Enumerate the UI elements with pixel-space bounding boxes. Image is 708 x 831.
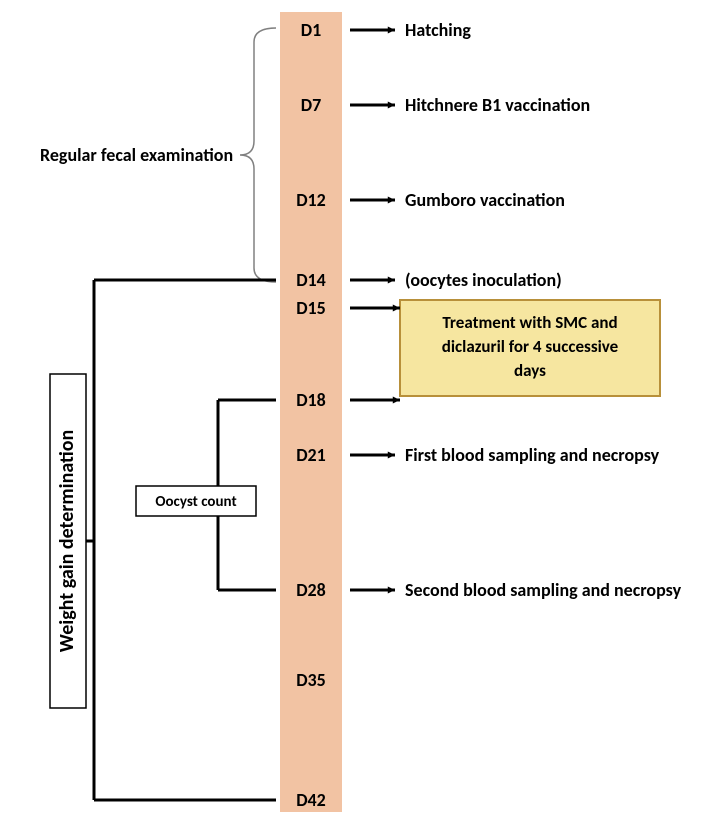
day-label-d35: D35 [296, 669, 326, 691]
treatment-box-line: diclazuril for 4 successive [442, 336, 619, 357]
event-d12: Gumboro vaccination [405, 189, 565, 211]
event-d14: (oocytes inoculation) [405, 269, 562, 291]
day-label-d28: D28 [296, 579, 326, 601]
day-label-d15: D15 [296, 297, 326, 319]
treatment-box-line: days [514, 360, 546, 381]
day-label-d7: D7 [301, 94, 321, 116]
event-d28: Second blood sampling and necropsy [405, 579, 682, 601]
treatment-box-line: Treatment with SMC and [442, 312, 617, 333]
day-label-d18: D18 [296, 389, 326, 411]
weight-label: Weight gain determination [55, 430, 79, 652]
day-label-d12: D12 [296, 189, 326, 211]
timeline-bar [280, 12, 342, 812]
event-d7: Hitchnere B1 vaccination [405, 94, 590, 116]
oocyst-label: Oocyst count [155, 493, 236, 511]
day-label-d21: D21 [296, 444, 326, 466]
fecal-brace [240, 28, 276, 282]
day-label-d1: D1 [301, 19, 321, 41]
fecal-label: Regular fecal examination [40, 144, 233, 166]
event-d21: First blood sampling and necropsy [405, 444, 660, 466]
day-label-d42: D42 [296, 789, 326, 811]
event-d1: Hatching [405, 19, 471, 41]
day-label-d14: D14 [296, 269, 326, 291]
